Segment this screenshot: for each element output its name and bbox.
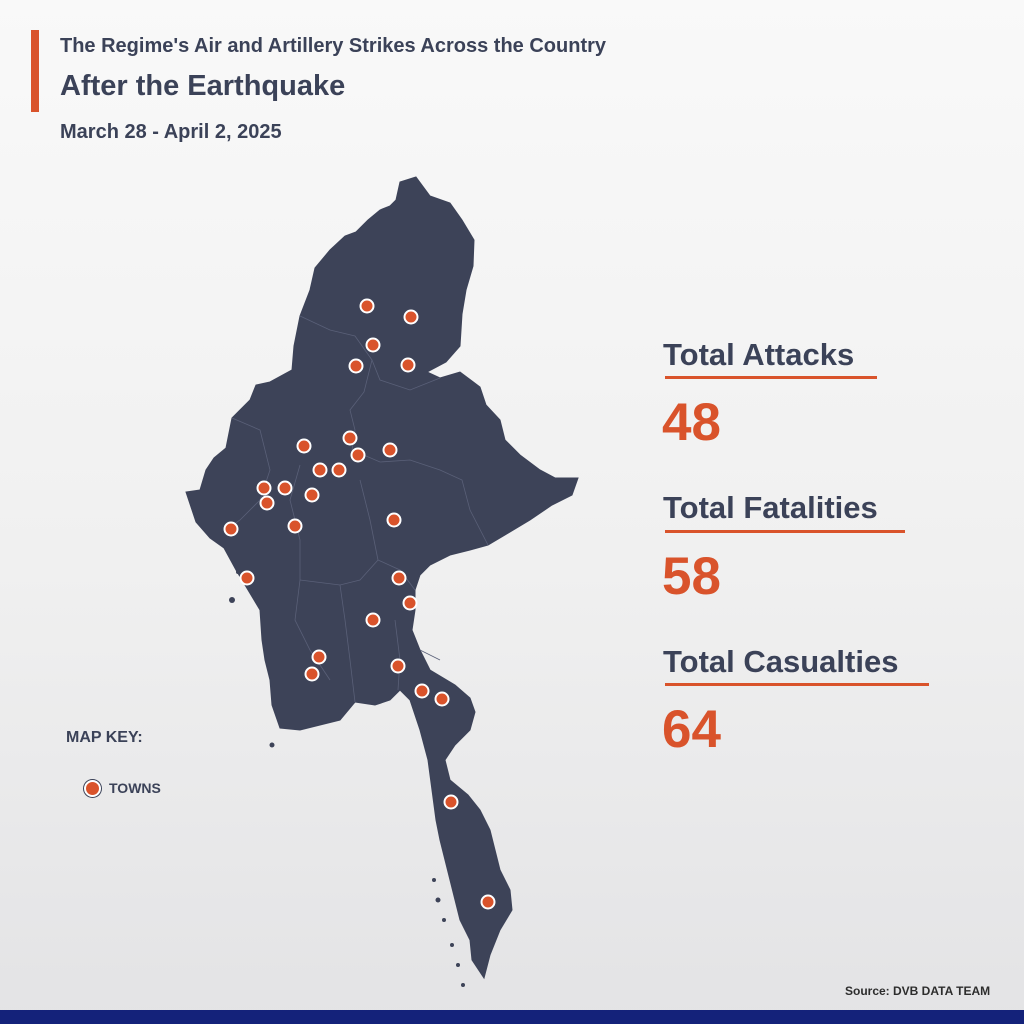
stat-label-casualties: Total Casualties	[663, 644, 899, 679]
region-boundaries	[225, 315, 489, 703]
town-marker	[382, 442, 398, 458]
title-accent-bar	[31, 30, 39, 112]
town-marker	[402, 595, 418, 611]
town-marker	[400, 357, 416, 373]
town-marker	[350, 447, 366, 463]
title-line-2: After the Earthquake	[60, 70, 346, 102]
town-markers	[223, 298, 496, 910]
town-marker	[443, 794, 459, 810]
town-marker	[223, 521, 239, 537]
title-line-1: The Regime's Air and Artillery Strikes A…	[60, 35, 607, 57]
date-range: March 28 - April 2, 2025	[60, 121, 282, 143]
town-marker	[312, 462, 328, 478]
source-credit: Source: DVB DATA TEAM	[845, 984, 991, 998]
stat-label-attacks: Total Attacks	[663, 337, 855, 372]
town-marker	[296, 438, 312, 454]
town-marker	[342, 430, 358, 446]
stat-underline-casualties	[665, 683, 929, 686]
bottom-bar	[0, 1010, 1024, 1024]
town-marker-icon	[84, 780, 101, 797]
town-marker	[390, 658, 406, 674]
town-marker	[359, 298, 375, 314]
town-marker	[304, 487, 320, 503]
town-marker	[480, 894, 496, 910]
stat-value-attacks: 48	[662, 393, 721, 452]
town-marker	[311, 649, 327, 665]
town-marker	[256, 480, 272, 496]
town-marker	[331, 462, 347, 478]
map-key-title: MAP KEY:	[66, 729, 143, 746]
town-marker	[277, 480, 293, 496]
stat-value-casualties: 64	[662, 700, 721, 759]
town-marker	[365, 612, 381, 628]
town-marker	[348, 358, 364, 374]
town-marker	[434, 691, 450, 707]
town-marker	[259, 495, 275, 511]
stat-label-fatalities: Total Fatalities	[663, 490, 878, 525]
town-marker	[391, 570, 407, 586]
stat-underline-fatalities	[665, 530, 905, 533]
stat-value-fatalities: 58	[662, 547, 721, 606]
town-marker	[287, 518, 303, 534]
country-shape	[185, 176, 579, 980]
coastal-islands	[229, 570, 465, 987]
town-marker	[365, 337, 381, 353]
town-marker	[403, 309, 419, 325]
town-marker	[386, 512, 402, 528]
map-key-towns-label: TOWNS	[109, 780, 161, 796]
town-marker	[304, 666, 320, 682]
stat-underline-attacks	[665, 376, 877, 379]
town-marker	[239, 570, 255, 586]
town-marker	[414, 683, 430, 699]
